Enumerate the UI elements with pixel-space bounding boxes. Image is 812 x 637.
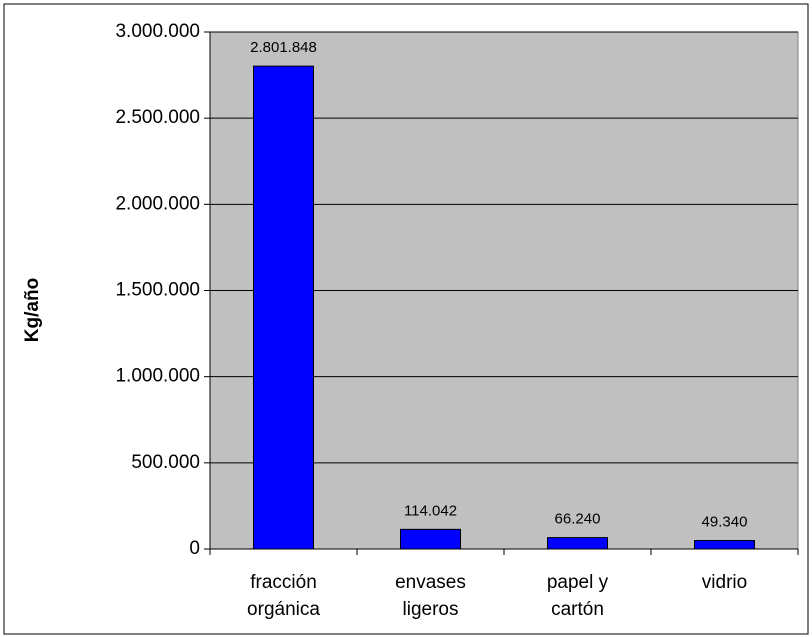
- bar: [547, 537, 608, 550]
- y-tick-label: 1.500.000: [115, 280, 200, 301]
- value-label: 114.042: [404, 502, 457, 519]
- y-tick-label: 500.000: [131, 452, 200, 473]
- bar: [253, 65, 314, 550]
- y-tick-label: 1.000.000: [115, 366, 200, 387]
- y-tick-label: 0: [189, 538, 200, 559]
- x-tick-label: envases ligeros: [395, 572, 466, 620]
- value-label: 2.801.848: [250, 39, 317, 56]
- bar: [694, 539, 755, 550]
- value-label: 66.240: [555, 511, 601, 528]
- y-tick-label: 2.500.000: [115, 107, 200, 128]
- x-tick-label: papel y cartón: [546, 572, 609, 620]
- y-axis-label: Kg/año: [22, 278, 43, 342]
- y-tick-label: 2.000.000: [115, 193, 200, 214]
- x-tick-label: vidrio: [701, 572, 748, 593]
- x-tick-label: fracción orgánica: [247, 572, 320, 620]
- y-tick-label: 3.000.000: [115, 21, 200, 42]
- bar: [400, 528, 461, 550]
- value-label: 49.340: [702, 513, 748, 530]
